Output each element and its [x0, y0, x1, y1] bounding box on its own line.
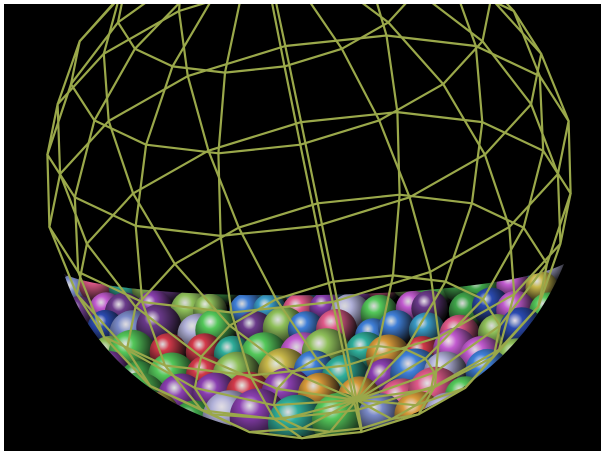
- sphere-scene: [4, 4, 601, 451]
- wire-longitude: [271, 4, 363, 434]
- wire-longitude: [355, 4, 401, 401]
- wire-longitude: [134, 4, 358, 434]
- wire-longitude: [102, 4, 357, 401]
- wire-longitude: [56, 4, 357, 401]
- wire-longitude: [356, 4, 516, 407]
- wire-latitude: [116, 4, 407, 74]
- wire-longitude: [177, 4, 358, 401]
- wire-longitude: [356, 4, 572, 401]
- wire-longitude: [73, 4, 357, 421]
- wire-longitude: [275, 4, 358, 401]
- wire-longitude: [309, 4, 441, 421]
- wire-longitude: [355, 4, 484, 401]
- wireframe-sphere: [46, 4, 572, 440]
- wire-longitude: [356, 4, 562, 401]
- wire-longitude: [355, 4, 545, 401]
- ball: [268, 394, 326, 436]
- wire-longitude: [46, 4, 357, 407]
- wire-longitude: [217, 4, 358, 440]
